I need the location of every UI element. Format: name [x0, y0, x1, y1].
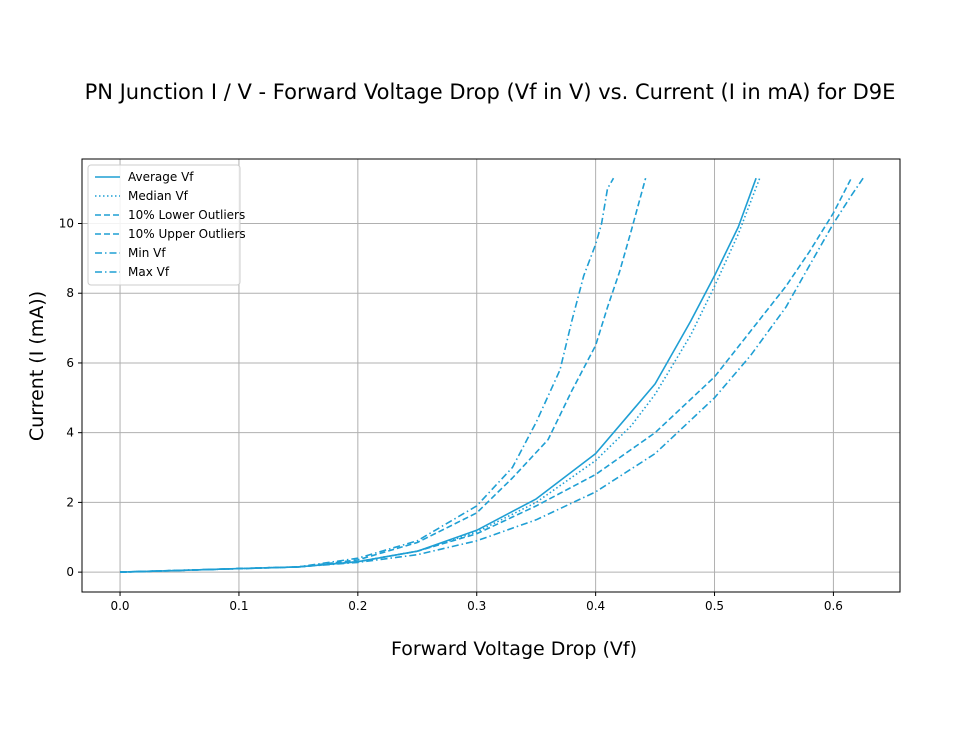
legend: Average Vf Median Vf 10% Lower Outliers 10%… [87, 164, 246, 286]
legend-label: 10% Upper Outliers [128, 227, 246, 241]
plot-area-frame [81, 158, 901, 593]
x-tick-label: 0.4 [586, 599, 605, 613]
y-tick-label: 0 [66, 565, 74, 579]
legend-box [87, 164, 241, 286]
y-tick-label: 10 [59, 216, 74, 230]
chart-title: PN Junction I / V - Forward Voltage Drop… [85, 80, 896, 104]
grid-lines [82, 159, 900, 592]
legend-label: Average Vf [128, 170, 194, 184]
y-tick-label: 2 [66, 495, 74, 509]
x-tick-label: 0.0 [110, 599, 129, 613]
x-tick-label: 0.6 [824, 599, 843, 613]
series-lines [119, 177, 864, 573]
x-axis-label: Forward Voltage Drop (Vf) [391, 638, 637, 660]
y-axis-label: Current (I (mA)) [26, 291, 48, 441]
y-tick-label: 8 [66, 286, 74, 300]
legend-label: Max Vf [128, 265, 170, 279]
x-tick-label: 0.3 [467, 599, 486, 613]
axis-ticks: 0.0 0.1 0.2 0.3 0.4 0.5 0.6 0 2 4 6 8 10 [59, 216, 843, 613]
x-tick-label: 0.1 [229, 599, 248, 613]
y-tick-label: 4 [66, 426, 74, 440]
y-tick-label: 6 [66, 356, 74, 370]
legend-label: Min Vf [128, 246, 166, 260]
legend-label: Median Vf [128, 189, 189, 203]
x-tick-label: 0.2 [348, 599, 367, 613]
legend-label: 10% Lower Outliers [128, 208, 245, 222]
x-tick-label: 0.5 [705, 599, 724, 613]
